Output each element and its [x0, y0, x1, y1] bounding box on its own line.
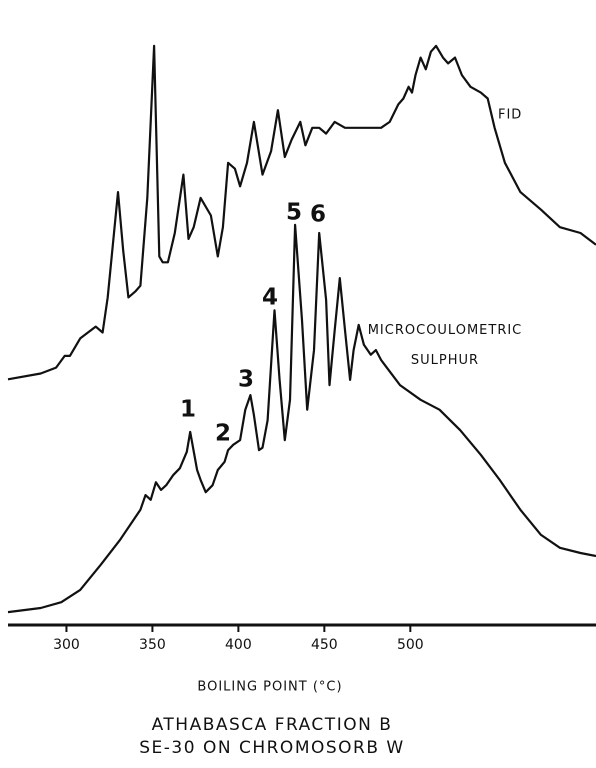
- x-tick-label: 300: [53, 637, 80, 653]
- peak-label: 3: [238, 367, 254, 393]
- x-tick-label: 400: [225, 637, 252, 653]
- peak-label: 2: [215, 421, 231, 447]
- chart-subtitle: SE-30 ON CHROMOSORB W: [139, 738, 404, 758]
- series-label: FID: [498, 108, 522, 123]
- peak-label: 4: [262, 285, 278, 311]
- x-tick-label: 350: [139, 637, 166, 653]
- peak-label: 5: [286, 200, 302, 226]
- peak-label: 6: [310, 202, 326, 228]
- trace-line: [7, 223, 596, 614]
- chart-title: ATHABASCA FRACTION B: [152, 715, 393, 735]
- peak-label: 1: [180, 397, 196, 423]
- x-tick-label: 450: [311, 637, 338, 653]
- series-label: MICROCOULOMETRIC SULPHUR: [368, 323, 523, 368]
- x-tick-label: 500: [397, 637, 424, 653]
- trace-line: [7, 44, 596, 381]
- x-axis-label: BOILING POINT (°C): [197, 680, 342, 695]
